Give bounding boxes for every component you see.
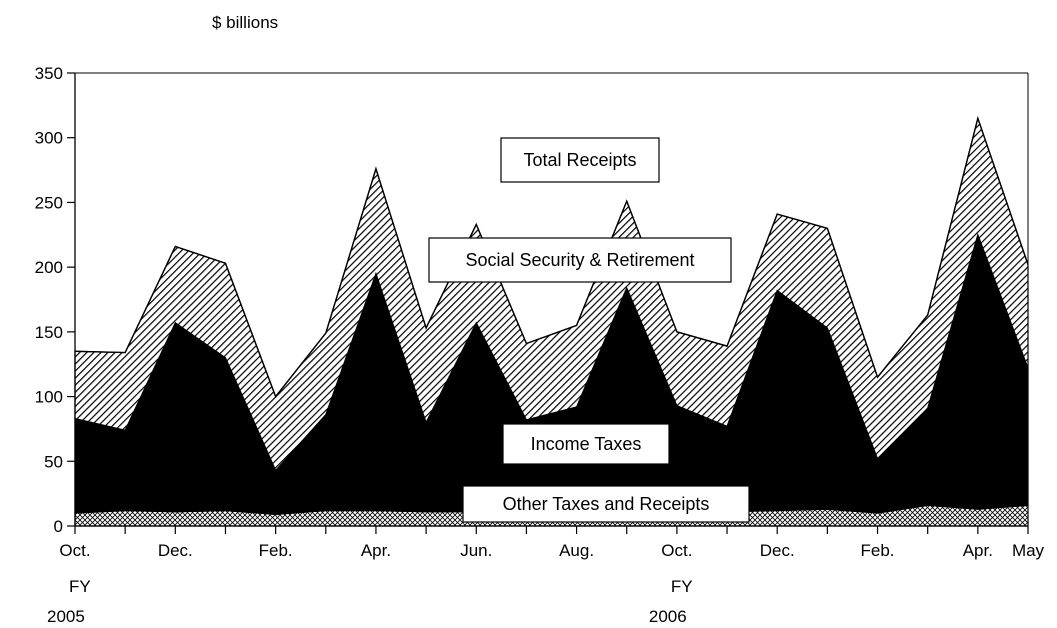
x-tick-label: Feb.	[861, 541, 895, 560]
x-tick-label: Oct.	[661, 541, 692, 560]
x-tick-label: Aug.	[559, 541, 594, 560]
fiscal-year-value: 2005	[47, 607, 85, 626]
axes: 0 50 100 150 200 250 300 350 Oct. Dec. Feb. Apr. Jun…	[35, 64, 1045, 626]
y-tick-label: 200	[35, 258, 63, 277]
x-tick-label: Dec.	[760, 541, 795, 560]
annotation-box	[428, 237, 732, 283]
total-receipts-line	[74, 115, 1029, 398]
annotation-box	[462, 485, 750, 523]
x-tick-label: Oct.	[59, 541, 90, 560]
y-axis-label: $ billions	[212, 13, 278, 32]
fiscal-year-label: FY	[69, 577, 91, 596]
x-tick-label: Dec.	[158, 541, 193, 560]
x-tick-label: Jun.	[460, 541, 492, 560]
annotation-label: Income Taxes	[531, 434, 642, 454]
annotation-label: Total Receipts	[523, 150, 636, 170]
annotation-box	[502, 423, 670, 465]
annotation-boxes: Total Receipts Social Security & Retireme…	[428, 137, 750, 523]
y-tick-label: 0	[54, 517, 63, 536]
y-tick-label: 350	[35, 64, 63, 83]
x-tick-label: Feb.	[259, 541, 293, 560]
annotation-label: Other Taxes and Receipts	[503, 494, 710, 514]
y-tick-label: 150	[35, 323, 63, 342]
y-tick-label: 250	[35, 193, 63, 212]
annotation-box	[500, 137, 660, 183]
annotation-label: Social Security & Retirement	[465, 250, 694, 270]
y-tick-label: 50	[44, 452, 63, 471]
x-tick-label: May	[1012, 541, 1045, 560]
x-tick-label: Apr.	[963, 541, 993, 560]
y-tick-label: 100	[35, 388, 63, 407]
fiscal-year-label: FY	[671, 577, 693, 596]
fiscal-year-value: 2006	[649, 607, 687, 626]
x-tick-label: Apr.	[361, 541, 391, 560]
y-tick-label: 300	[35, 129, 63, 148]
